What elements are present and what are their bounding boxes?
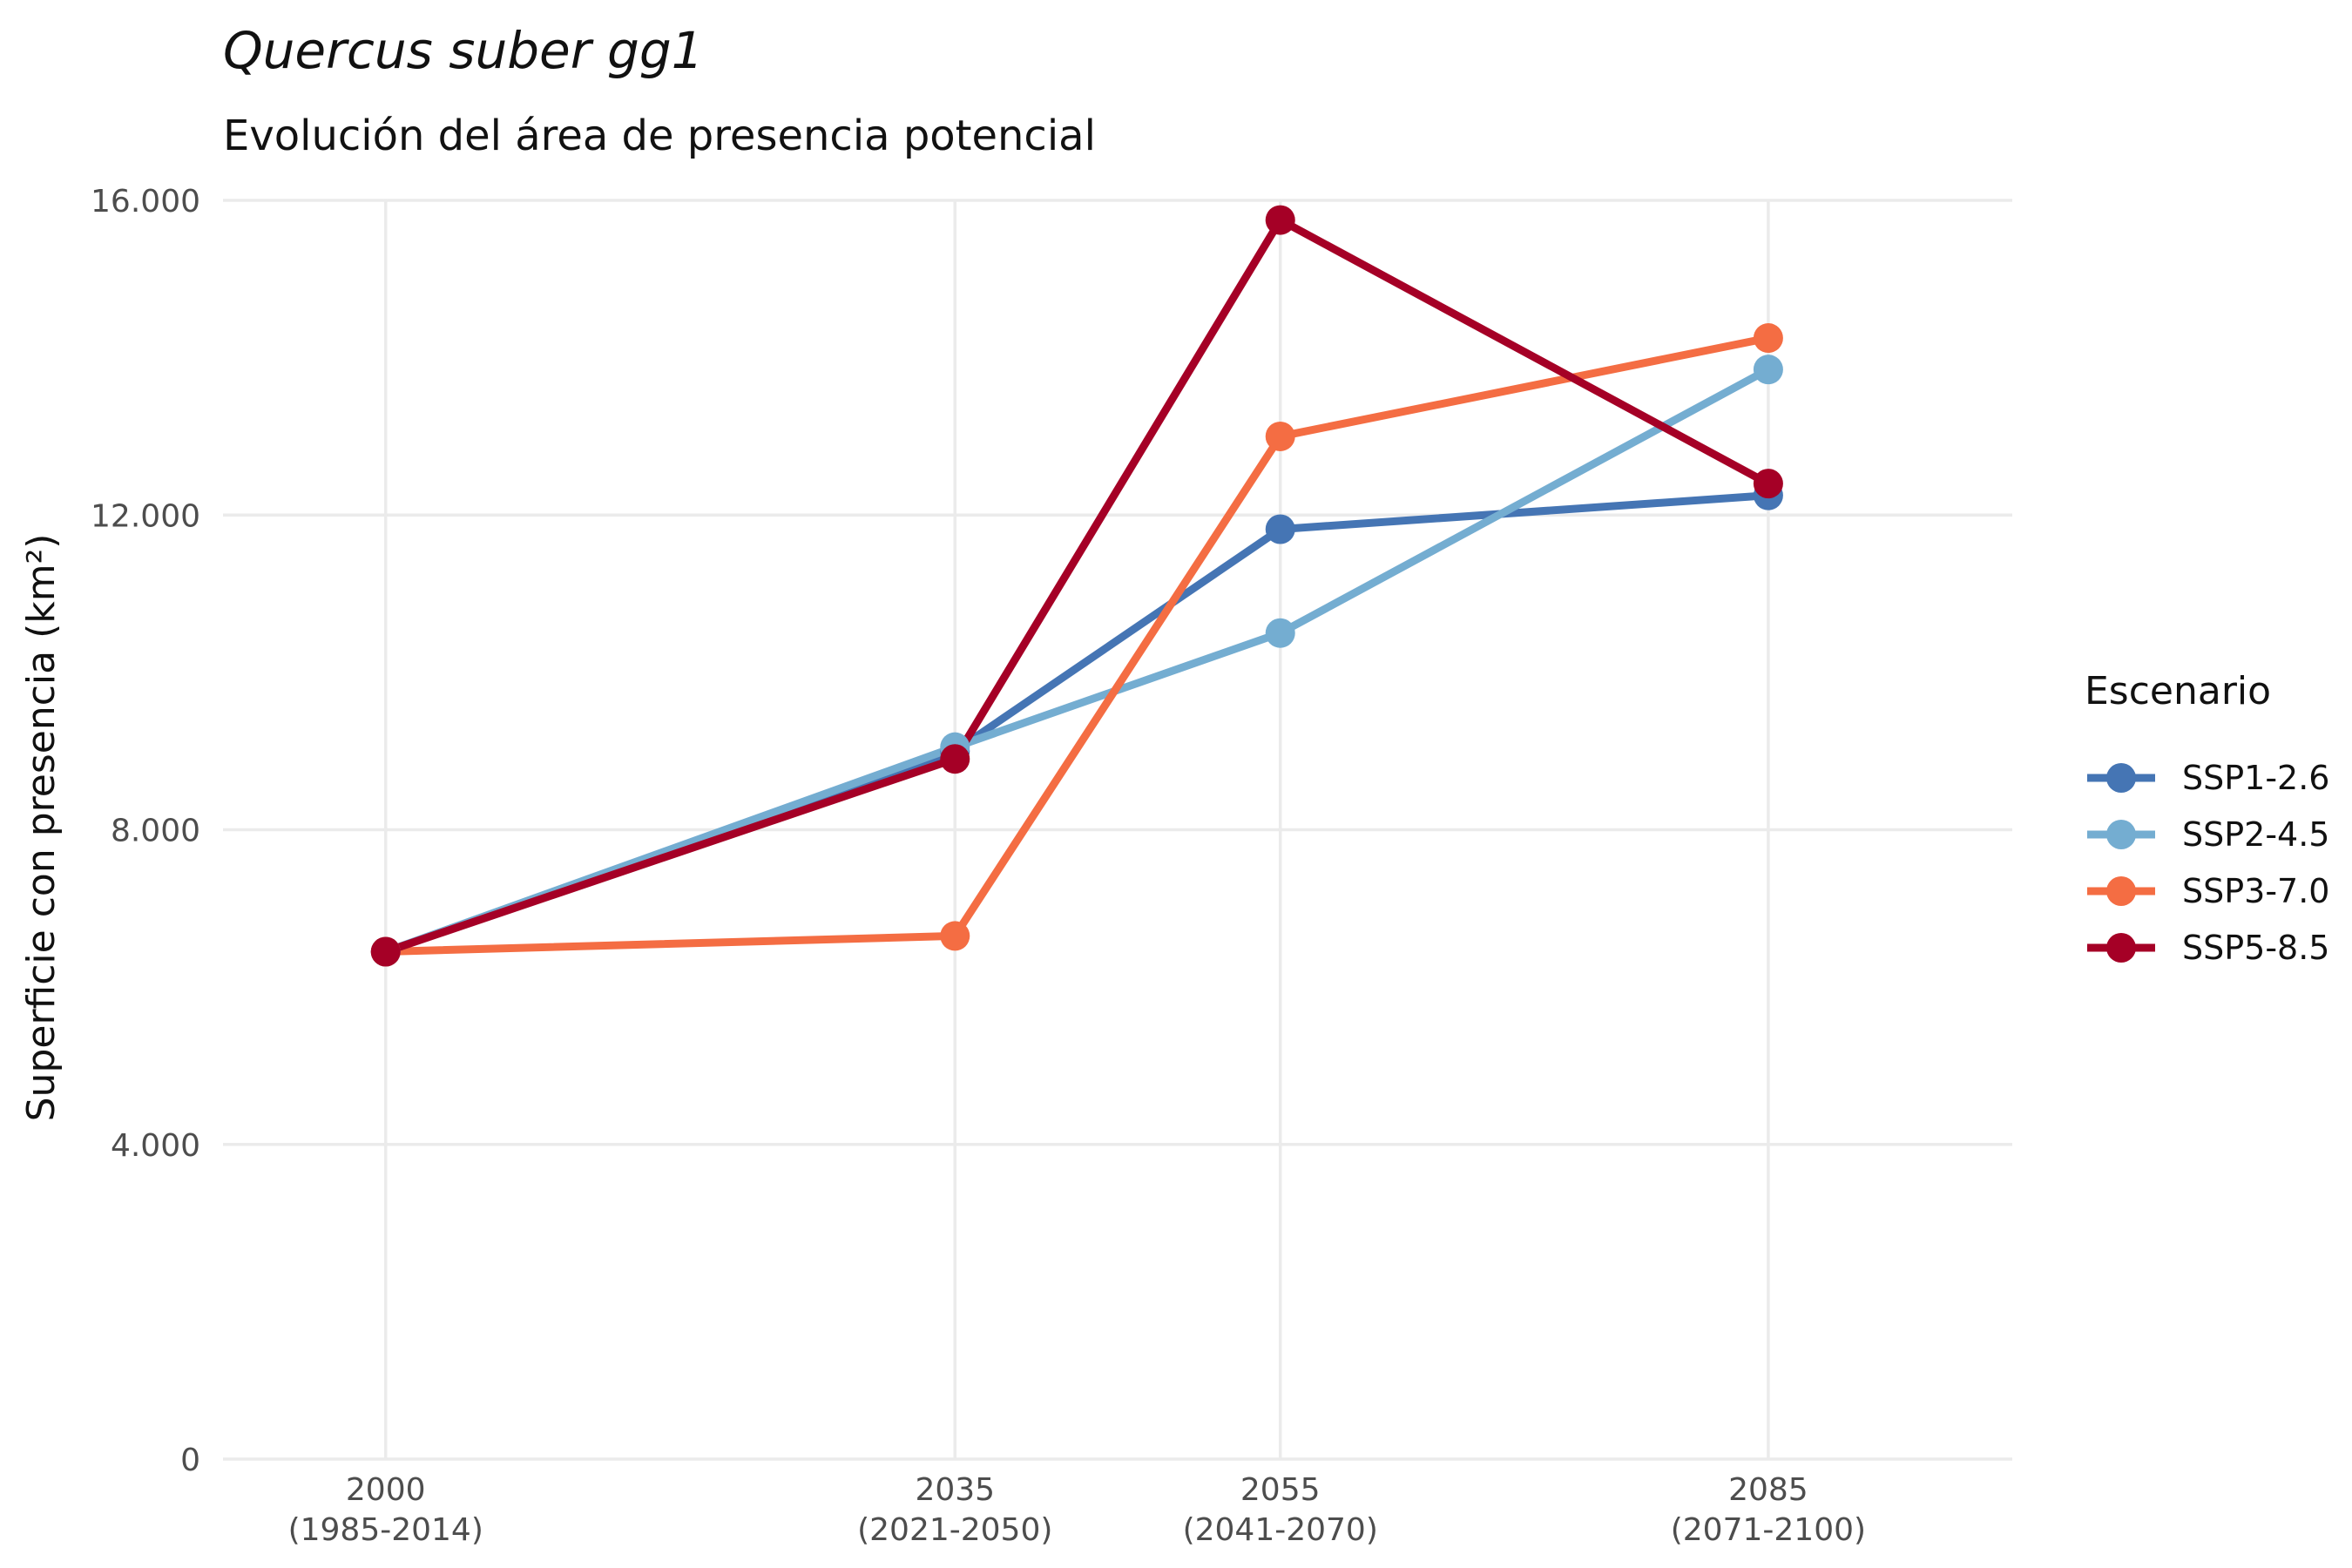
legend-key-point (2106, 933, 2136, 963)
chart-subtitle: Evolución del área de presencia potencia… (223, 112, 1096, 160)
series-layer (370, 205, 1783, 967)
y-tick-label: 16.000 (91, 184, 200, 220)
data-point-SSP3-7.0 (940, 921, 970, 951)
chart-title: Quercus suber gg1 (223, 21, 704, 80)
legend-entry-label: SSP1-2.6 (2182, 759, 2329, 797)
legend-entry-label: SSP5-8.5 (2182, 929, 2329, 967)
y-tick-label: 8.000 (111, 814, 200, 849)
data-point-SSP5-8.5 (1753, 469, 1783, 499)
y-tick-label: 12.000 (91, 498, 200, 534)
data-point-SSP5-8.5 (1265, 205, 1295, 235)
y-tick-label: 0 (180, 1443, 200, 1478)
data-point-SSP3-7.0 (1265, 421, 1295, 451)
x-tick-label: 2000 (346, 1472, 426, 1508)
legend-key-point (2106, 820, 2136, 849)
data-point-SSP5-8.5 (940, 744, 970, 774)
legend-entry-label: SSP2-4.5 (2182, 815, 2329, 854)
legend-entry-label: SSP3-7.0 (2182, 872, 2329, 910)
data-point-SSP1-2.6 (1265, 514, 1295, 544)
grid-lines (223, 199, 2012, 1461)
legend-key-point (2106, 876, 2136, 906)
data-point-SSP3-7.0 (1753, 323, 1783, 354)
data-point-SSP2-4.5 (1265, 618, 1295, 648)
x-tick-label: (2071-2100) (1671, 1512, 1866, 1548)
y-axis-label: Superficie con presencia (km²) (19, 534, 64, 1122)
legend-title: Escenario (2085, 669, 2271, 713)
data-point-SSP2-4.5 (1753, 355, 1783, 385)
series-line-SSP3-7.0 (382, 334, 1773, 956)
legend-key-point (2106, 763, 2136, 793)
series-line-SSP2-4.5 (382, 365, 1773, 956)
x-tick-label: (2041-2070) (1183, 1512, 1378, 1548)
x-axis-ticks: 2000 (1985-2014) 2035 (2021-2050) 2055 (2041-… (288, 1472, 1867, 1548)
data-point-SSP5-8.5 (370, 936, 401, 967)
x-tick-label: 2035 (915, 1472, 995, 1508)
y-axis-ticks: 0 4.000 8.000 12.000 16.000 (91, 184, 200, 1478)
x-tick-label: (2021-2050) (857, 1512, 1052, 1548)
x-tick-label: 2085 (1728, 1472, 1808, 1508)
x-tick-label: 2055 (1240, 1472, 1321, 1508)
series-line-SSP5-8.5 (382, 216, 1773, 956)
y-tick-label: 4.000 (111, 1128, 200, 1164)
x-tick-label: (1985-2014) (288, 1512, 483, 1548)
legend: SSP1-2.6 SSP2-4.5 SSP3-7.0 SSP5-8.5 (2087, 759, 2329, 967)
